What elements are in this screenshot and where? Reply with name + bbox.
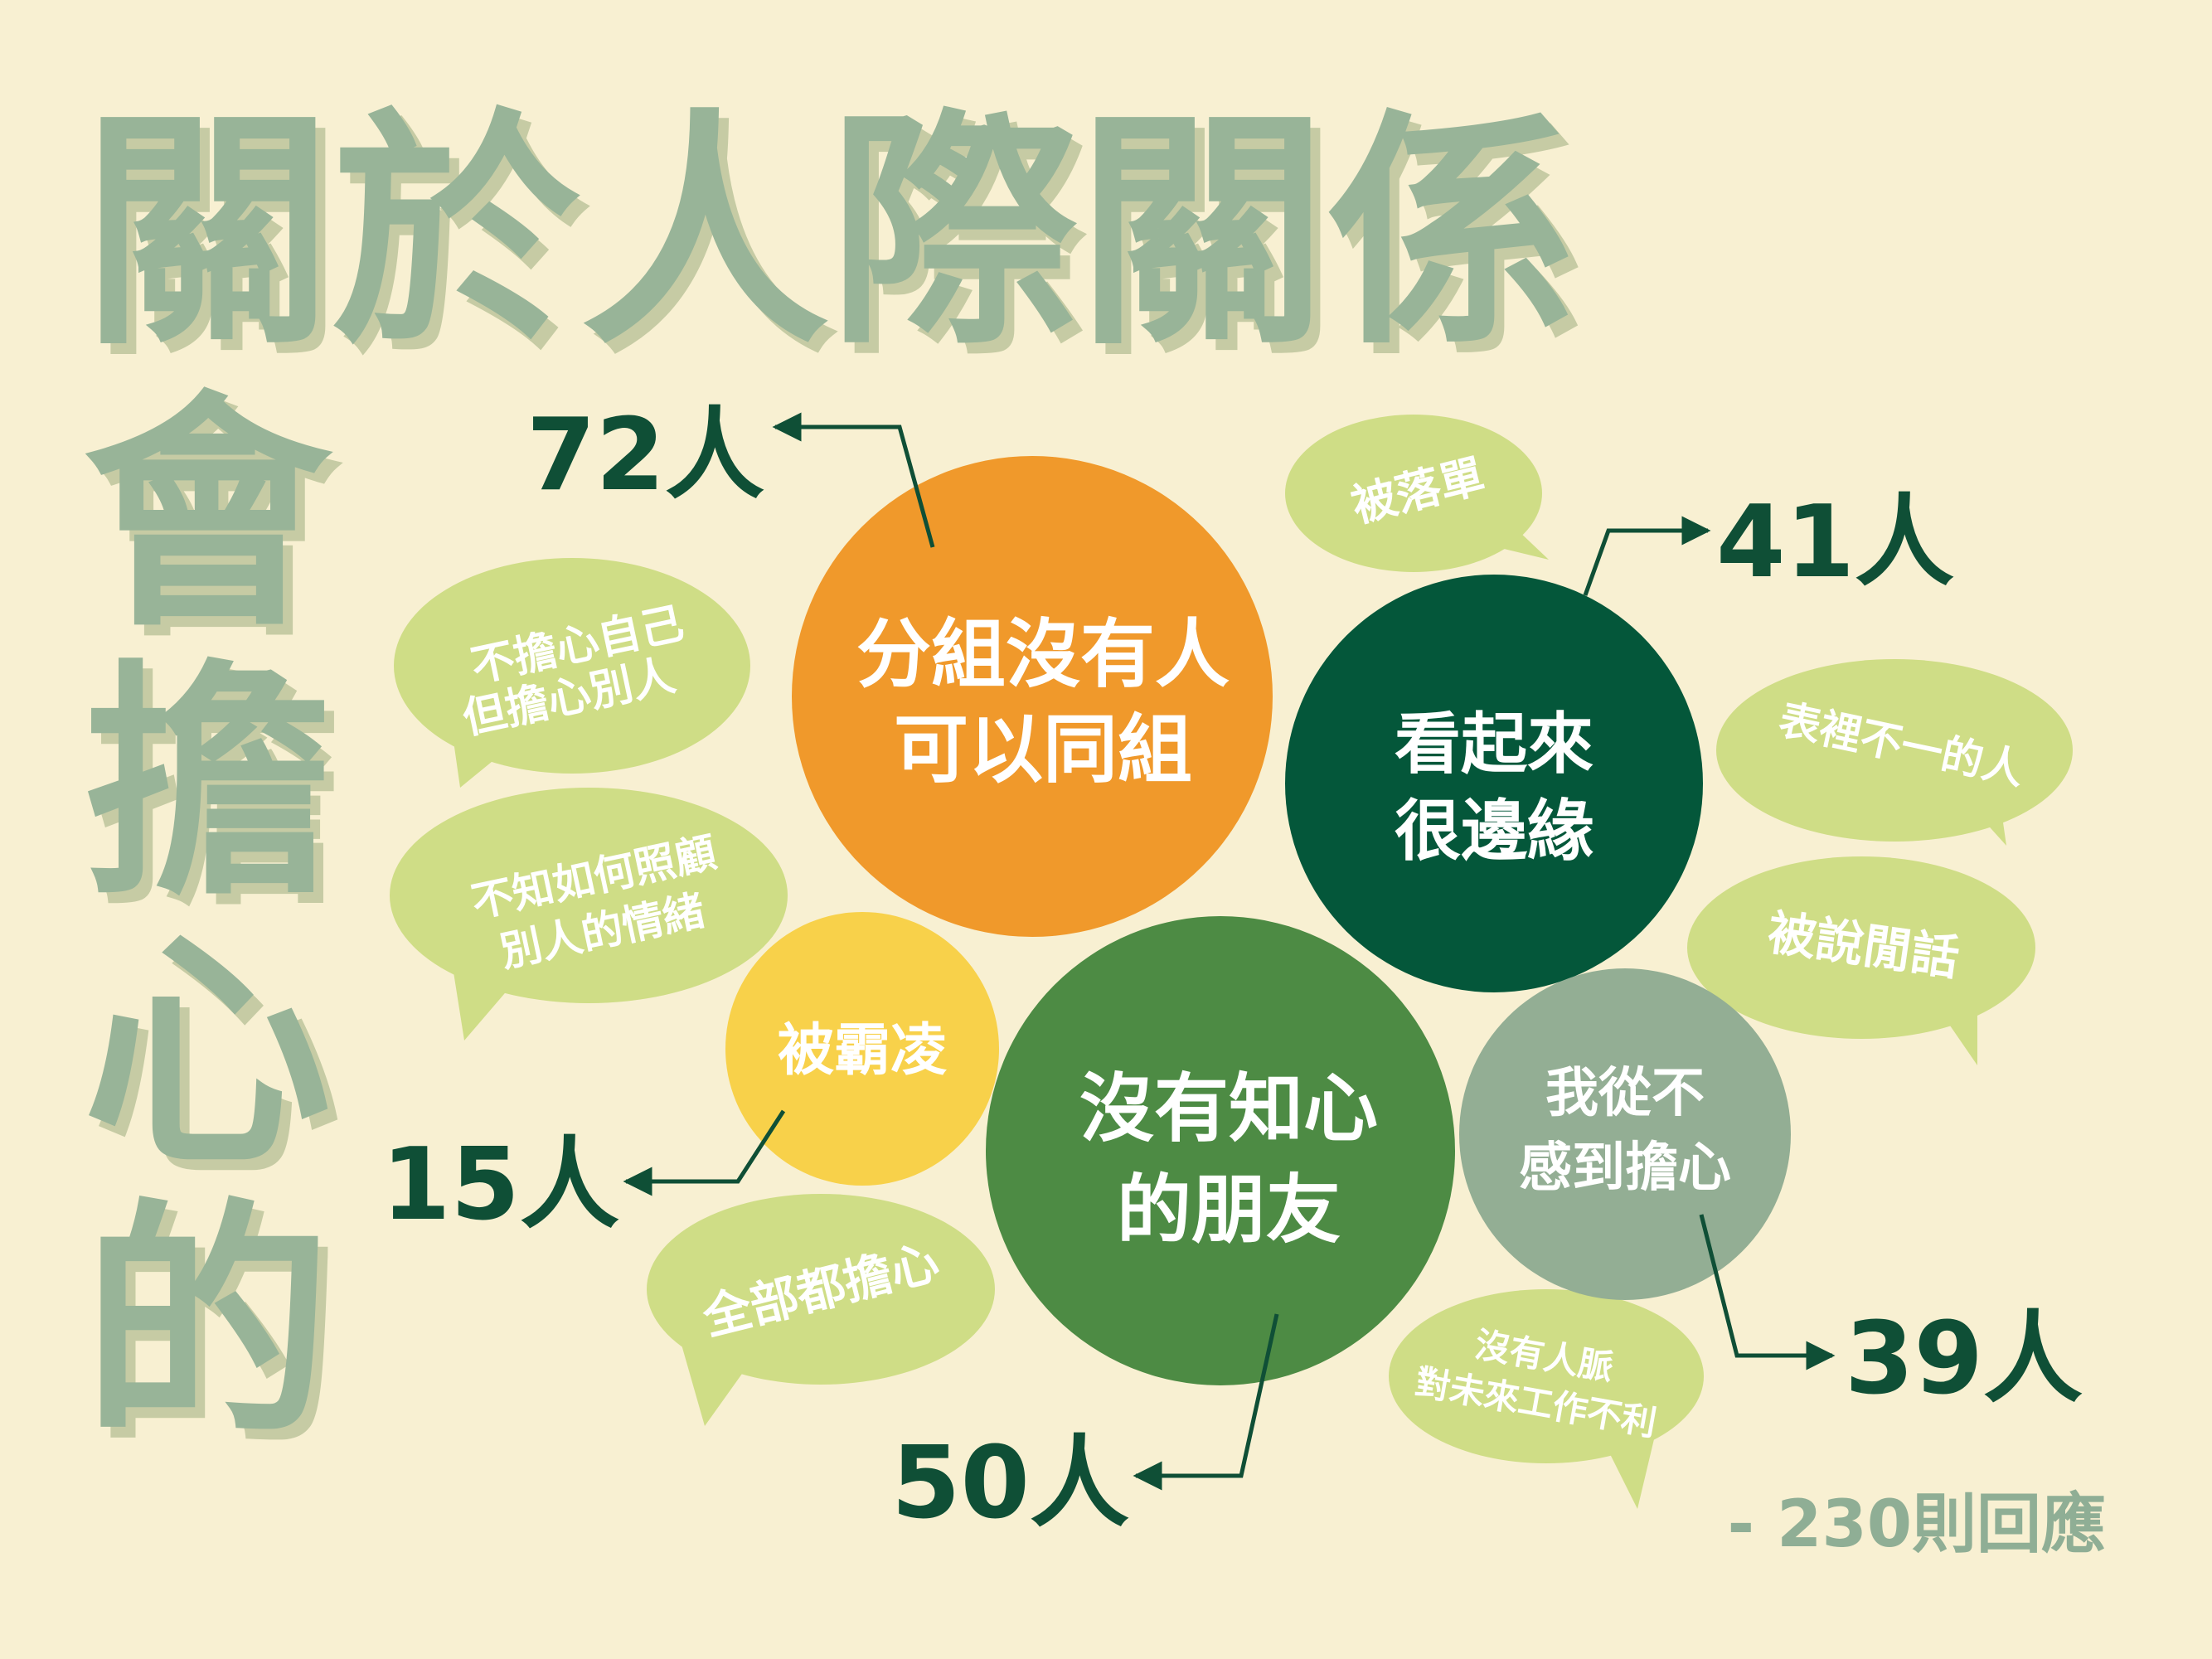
bubble-worry-all: 全部都擔心: [647, 1194, 995, 1426]
arrow-no-group: [772, 412, 935, 548]
bubble-care-emotions: 不知如何照顧 別人的情緒: [390, 788, 788, 1041]
circle-text-line2: 的朋友: [1117, 1167, 1341, 1254]
circle-text-line1: 沒有知心: [1079, 1065, 1378, 1152]
bubble-shape: [647, 1194, 995, 1385]
bubble-shape: [1389, 1289, 1704, 1463]
circle-text-line2: 可以同組: [894, 706, 1192, 793]
circle-text-line1: 看起來: [1395, 706, 1594, 783]
arrow-never-worry: [1699, 1214, 1836, 1370]
title-vertical: 會 會 擔 擔 心 心 的 的: [83, 371, 346, 1479]
circle-shape: [725, 912, 999, 1186]
bubble-shape: [390, 788, 788, 1003]
arrow-bullied: [623, 1109, 786, 1196]
arrow-no-close-friend: [1133, 1313, 1279, 1491]
circle-text: 被霸凌: [778, 1018, 947, 1084]
title-line1: 關於人際關係: [83, 89, 1575, 378]
title-char-1-shadow: 會: [93, 381, 346, 671]
circle-shape: [1459, 968, 1791, 1300]
title-char-4-shadow: 的: [93, 1190, 342, 1479]
count-marginal: 41人: [1716, 485, 1954, 600]
bubble-tail: [1480, 514, 1549, 560]
bubble-tail: [1932, 991, 1977, 1065]
arrow-marginal: [1583, 516, 1711, 596]
title-char-1: 會: [83, 371, 336, 660]
bubble-tail: [452, 962, 514, 1041]
circle-shape: [1285, 575, 1703, 992]
circle-text-line2: 很邊緣: [1395, 793, 1594, 870]
circle-text-line1: 我從不: [1545, 1063, 1705, 1124]
bubble-no-connections: 沒有人脈 對未來工作不利: [1389, 1289, 1704, 1509]
bubble-shape: [1285, 415, 1542, 572]
count-no-close-friend: 50人: [891, 1426, 1129, 1541]
title-line1-shadow: 關於人際關係: [93, 99, 1585, 389]
circle-no-group: 分組沒有人 可以同組: [792, 456, 1273, 937]
title-horizontal: 關於人際關係 關於人際關係: [83, 89, 1585, 389]
circle-shape: [792, 456, 1273, 937]
count-never-worry: 39人: [1845, 1302, 2083, 1417]
title-char-3-shadow: 心: [93, 920, 342, 1210]
bubble-not-self-but-others: 不擔心自己 但擔心別人: [394, 558, 750, 788]
response-count: - 230則回應: [1728, 1487, 2106, 1562]
count-bullied: 15人: [381, 1128, 619, 1243]
bubble-shape: [394, 558, 750, 774]
bubble-tail: [452, 730, 506, 788]
bubble-left-out: 被落單: [1285, 415, 1549, 572]
bubble-tail: [1600, 1422, 1658, 1509]
bubble-tail: [1969, 788, 2006, 846]
circle-no-close-friend: 沒有知心 的朋友: [986, 916, 1455, 1385]
count-no-group: 72人: [526, 398, 764, 513]
title-char-2-shadow: 擔: [93, 651, 342, 940]
title: 關於人際關係 關於人際關係 會 會 擔 擔 心 心 的 的: [83, 89, 1585, 1479]
bubble-tail: [680, 1339, 746, 1426]
circle-text-line2: 感到擔心: [1519, 1138, 1731, 1199]
bubble-two-faced: 表裡不一的人: [1716, 659, 2073, 846]
title-char-4: 的: [83, 1179, 332, 1468]
circle-bullied: 被霸凌: [725, 912, 999, 1186]
connectors: [623, 412, 1836, 1491]
bubble-gossip: 被說閒話: [1687, 856, 2035, 1065]
circle-marginal: 看起來 很邊緣: [1285, 575, 1703, 992]
title-char-3: 心: [83, 910, 332, 1199]
circle-never-worry: 我從不 感到擔心: [1459, 968, 1791, 1300]
circle-shape: [986, 916, 1455, 1385]
circle-text-line1: 分組沒有人: [856, 611, 1230, 698]
title-char-2: 擔: [83, 640, 332, 929]
bubble-shape: [1687, 856, 2035, 1039]
